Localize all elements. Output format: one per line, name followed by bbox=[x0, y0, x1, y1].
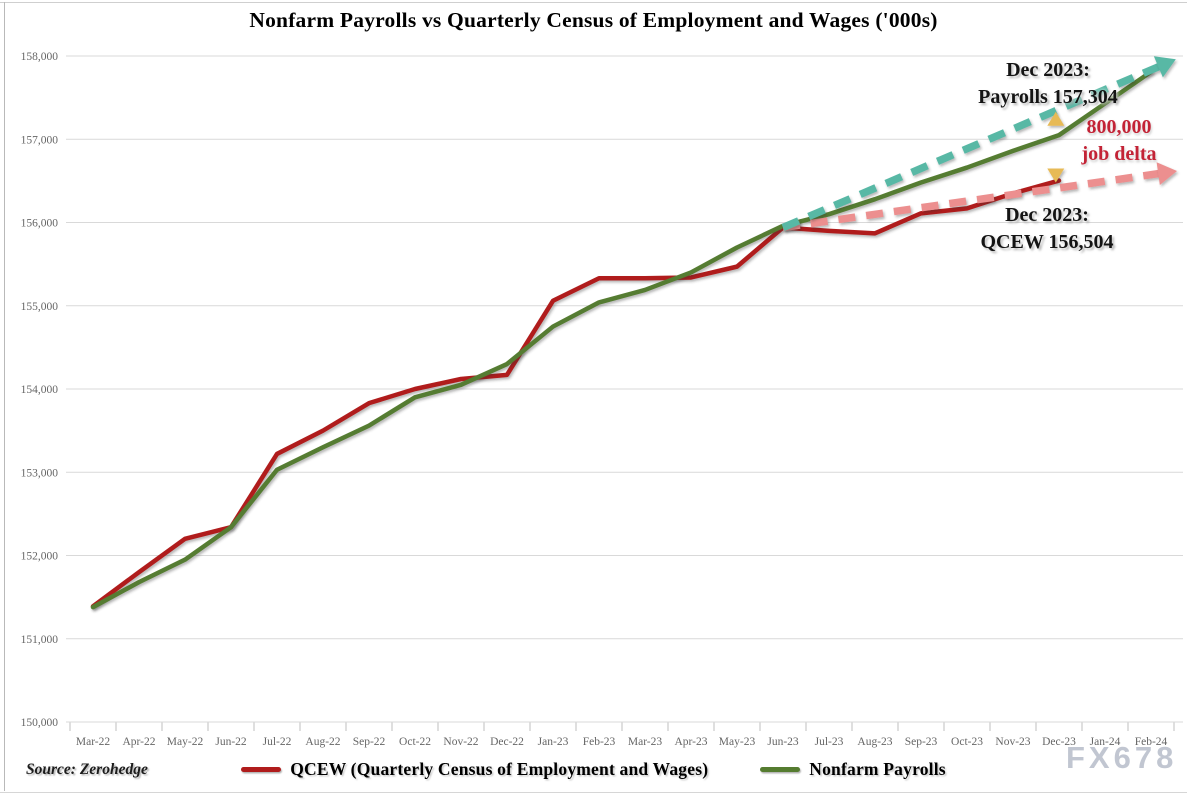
annotation-text: Dec 2023: bbox=[1005, 204, 1089, 226]
axis-ticks-and-labels: 150,000 151,000 152,000 153,000 154,000 155,0… bbox=[21, 51, 1175, 748]
gridlines bbox=[66, 55, 1183, 723]
data-series bbox=[90, 69, 1154, 610]
svg-text:Nov-23: Nov-23 bbox=[995, 736, 1030, 748]
svg-text:Jan-24: Jan-24 bbox=[1090, 736, 1121, 748]
svg-text:153,000: 153,000 bbox=[21, 467, 59, 479]
legend-label-qcew: QCEW (Quarterly Census of Employment and… bbox=[290, 759, 709, 779]
svg-text:Nov-22: Nov-22 bbox=[443, 736, 478, 748]
left-border bbox=[4, 2, 5, 791]
svg-text:Sep-23: Sep-23 bbox=[905, 736, 938, 748]
projection-arrows bbox=[781, 56, 1178, 232]
svg-text:156,000: 156,000 bbox=[21, 218, 59, 230]
svg-text:May-22: May-22 bbox=[167, 736, 204, 748]
qcew-line-swatch-icon bbox=[241, 766, 282, 773]
svg-text:Dec-23: Dec-23 bbox=[1042, 736, 1076, 748]
payrolls-line-swatch-icon bbox=[760, 766, 801, 773]
svg-text:Jun-22: Jun-22 bbox=[215, 736, 247, 748]
svg-text:Jul-22: Jul-22 bbox=[263, 736, 292, 748]
svg-text:May-23: May-23 bbox=[719, 736, 756, 748]
annotation-text: 800,000 bbox=[1086, 116, 1152, 138]
source-note: Source: Zerohedge bbox=[26, 761, 148, 778]
watermark-fx678: FX678 bbox=[1066, 740, 1178, 775]
svg-text:Aug-23: Aug-23 bbox=[857, 736, 892, 748]
bottom-divider bbox=[0, 792, 1187, 793]
legend-label-payrolls: Nonfarm Payrolls bbox=[809, 759, 946, 779]
annotation-text: job delta bbox=[1081, 143, 1157, 165]
svg-text:Jul-23: Jul-23 bbox=[815, 736, 844, 748]
svg-text:Oct-22: Oct-22 bbox=[399, 736, 431, 748]
svg-text:150,000: 150,000 bbox=[21, 717, 59, 729]
annotation-text: Dec 2023: bbox=[1006, 59, 1090, 81]
svg-text:Mar-22: Mar-22 bbox=[76, 736, 111, 748]
svg-text:Apr-22: Apr-22 bbox=[123, 736, 156, 748]
legend-item-payrolls: Nonfarm Payrolls bbox=[760, 759, 946, 780]
annotation-qcew-dec-2023: Dec 2023: QCEW 156,504 bbox=[936, 202, 1158, 256]
legend: QCEW (Quarterly Census of Employment and… bbox=[0, 759, 1187, 780]
chart-title: Nonfarm Payrolls vs Quarterly Census of … bbox=[249, 8, 938, 32]
svg-text:Mar-23: Mar-23 bbox=[628, 736, 663, 748]
svg-text:Sep-22: Sep-22 bbox=[353, 736, 386, 748]
svg-text:Dec-22: Dec-22 bbox=[490, 736, 524, 748]
annotation-text: QCEW 156,504 bbox=[980, 231, 1114, 253]
svg-text:Oct-23: Oct-23 bbox=[951, 736, 983, 748]
svg-text:152,000: 152,000 bbox=[21, 551, 59, 563]
svg-text:154,000: 154,000 bbox=[21, 384, 59, 396]
svg-text:Feb-23: Feb-23 bbox=[583, 736, 616, 748]
annotation-text: Payrolls 157,304 bbox=[978, 86, 1118, 108]
svg-text:Feb-24: Feb-24 bbox=[1135, 736, 1168, 748]
legend-item-qcew: QCEW (Quarterly Census of Employment and… bbox=[241, 759, 708, 780]
svg-text:158,000: 158,000 bbox=[21, 51, 59, 63]
top-border bbox=[0, 2, 1187, 3]
svg-text:Jan-23: Jan-23 bbox=[538, 736, 569, 748]
annotation-job-delta: 800,000 job delta bbox=[1062, 114, 1176, 168]
svg-text:Apr-23: Apr-23 bbox=[675, 736, 708, 748]
svg-text:Jun-23: Jun-23 bbox=[767, 736, 799, 748]
svg-text:157,000: 157,000 bbox=[21, 134, 59, 146]
svg-text:155,000: 155,000 bbox=[21, 301, 59, 313]
svg-text:151,000: 151,000 bbox=[21, 634, 59, 646]
annotation-payrolls-dec-2023: Dec 2023: Payrolls 157,304 bbox=[936, 57, 1160, 111]
svg-text:Aug-22: Aug-22 bbox=[305, 736, 340, 748]
